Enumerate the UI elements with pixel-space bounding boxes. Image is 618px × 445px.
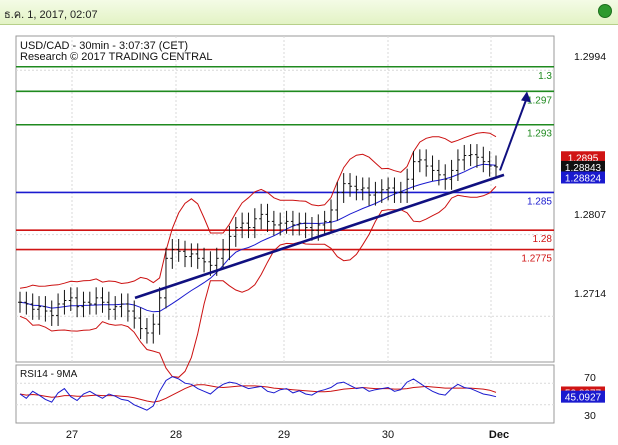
indicator-panel (15, 364, 555, 424)
x-tick-label: Dec (489, 429, 509, 441)
level-label: 1.28 (533, 234, 553, 245)
y-tick-label: 1.2714 (574, 288, 606, 300)
rsi-tag-label: 45.0927 (565, 393, 602, 404)
upper-band (19, 131, 497, 289)
rsi-tick-label: 30 (584, 410, 596, 422)
y-tick-label: 1.2807 (574, 209, 606, 221)
grid (16, 36, 554, 362)
price-tag-label: 1.2895 (568, 153, 599, 164)
lower-band (19, 186, 497, 378)
chart-title: USD/CAD - 30min - 3:07:37 (CET) (20, 40, 188, 52)
moving-average (19, 163, 497, 313)
x-tick-label: 27 (66, 429, 78, 441)
indicator-label: RSI14 - 9MA (20, 369, 78, 380)
price-tag (561, 171, 605, 184)
trend-lines (134, 91, 531, 300)
rsi-ma-line (19, 384, 497, 403)
price-tag-label: 1.28824 (565, 173, 602, 184)
forecast-arrow-line (499, 97, 528, 171)
rsi-tag (561, 390, 605, 403)
level-label: 1.2775 (521, 254, 552, 265)
level-label: 1.3 (538, 71, 552, 82)
bands (19, 131, 497, 378)
top-bar: ธ.ค. 1, 2017, 02:07 (0, 0, 618, 25)
price-bars (18, 144, 498, 344)
rsi-line (19, 376, 497, 411)
level-label: 1.297 (527, 95, 552, 106)
price-panel (15, 35, 555, 363)
price-tag (561, 160, 605, 173)
level-label: 1.285 (527, 196, 552, 207)
forecast-arrow-head (521, 91, 531, 103)
level-label: 1.293 (527, 129, 552, 140)
x-tick-label: 30 (382, 429, 394, 441)
rsi-tick-label: 70 (584, 372, 596, 384)
x-tick-label: 28 (170, 429, 182, 441)
date-label: ธ.ค. 1, 2017, 02:07 (4, 9, 98, 21)
close-icon[interactable] (598, 4, 612, 18)
rsi-lines (16, 376, 554, 411)
x-tick-label: 29 (278, 429, 290, 441)
y-tick-label: 1.2994 (574, 51, 606, 63)
uptrend-line (134, 173, 505, 300)
price-tag-label: 1.28843 (565, 163, 602, 174)
price-tag (561, 151, 605, 164)
chart-subtitle: Research © 2017 TRADING CENTRAL (20, 51, 213, 63)
